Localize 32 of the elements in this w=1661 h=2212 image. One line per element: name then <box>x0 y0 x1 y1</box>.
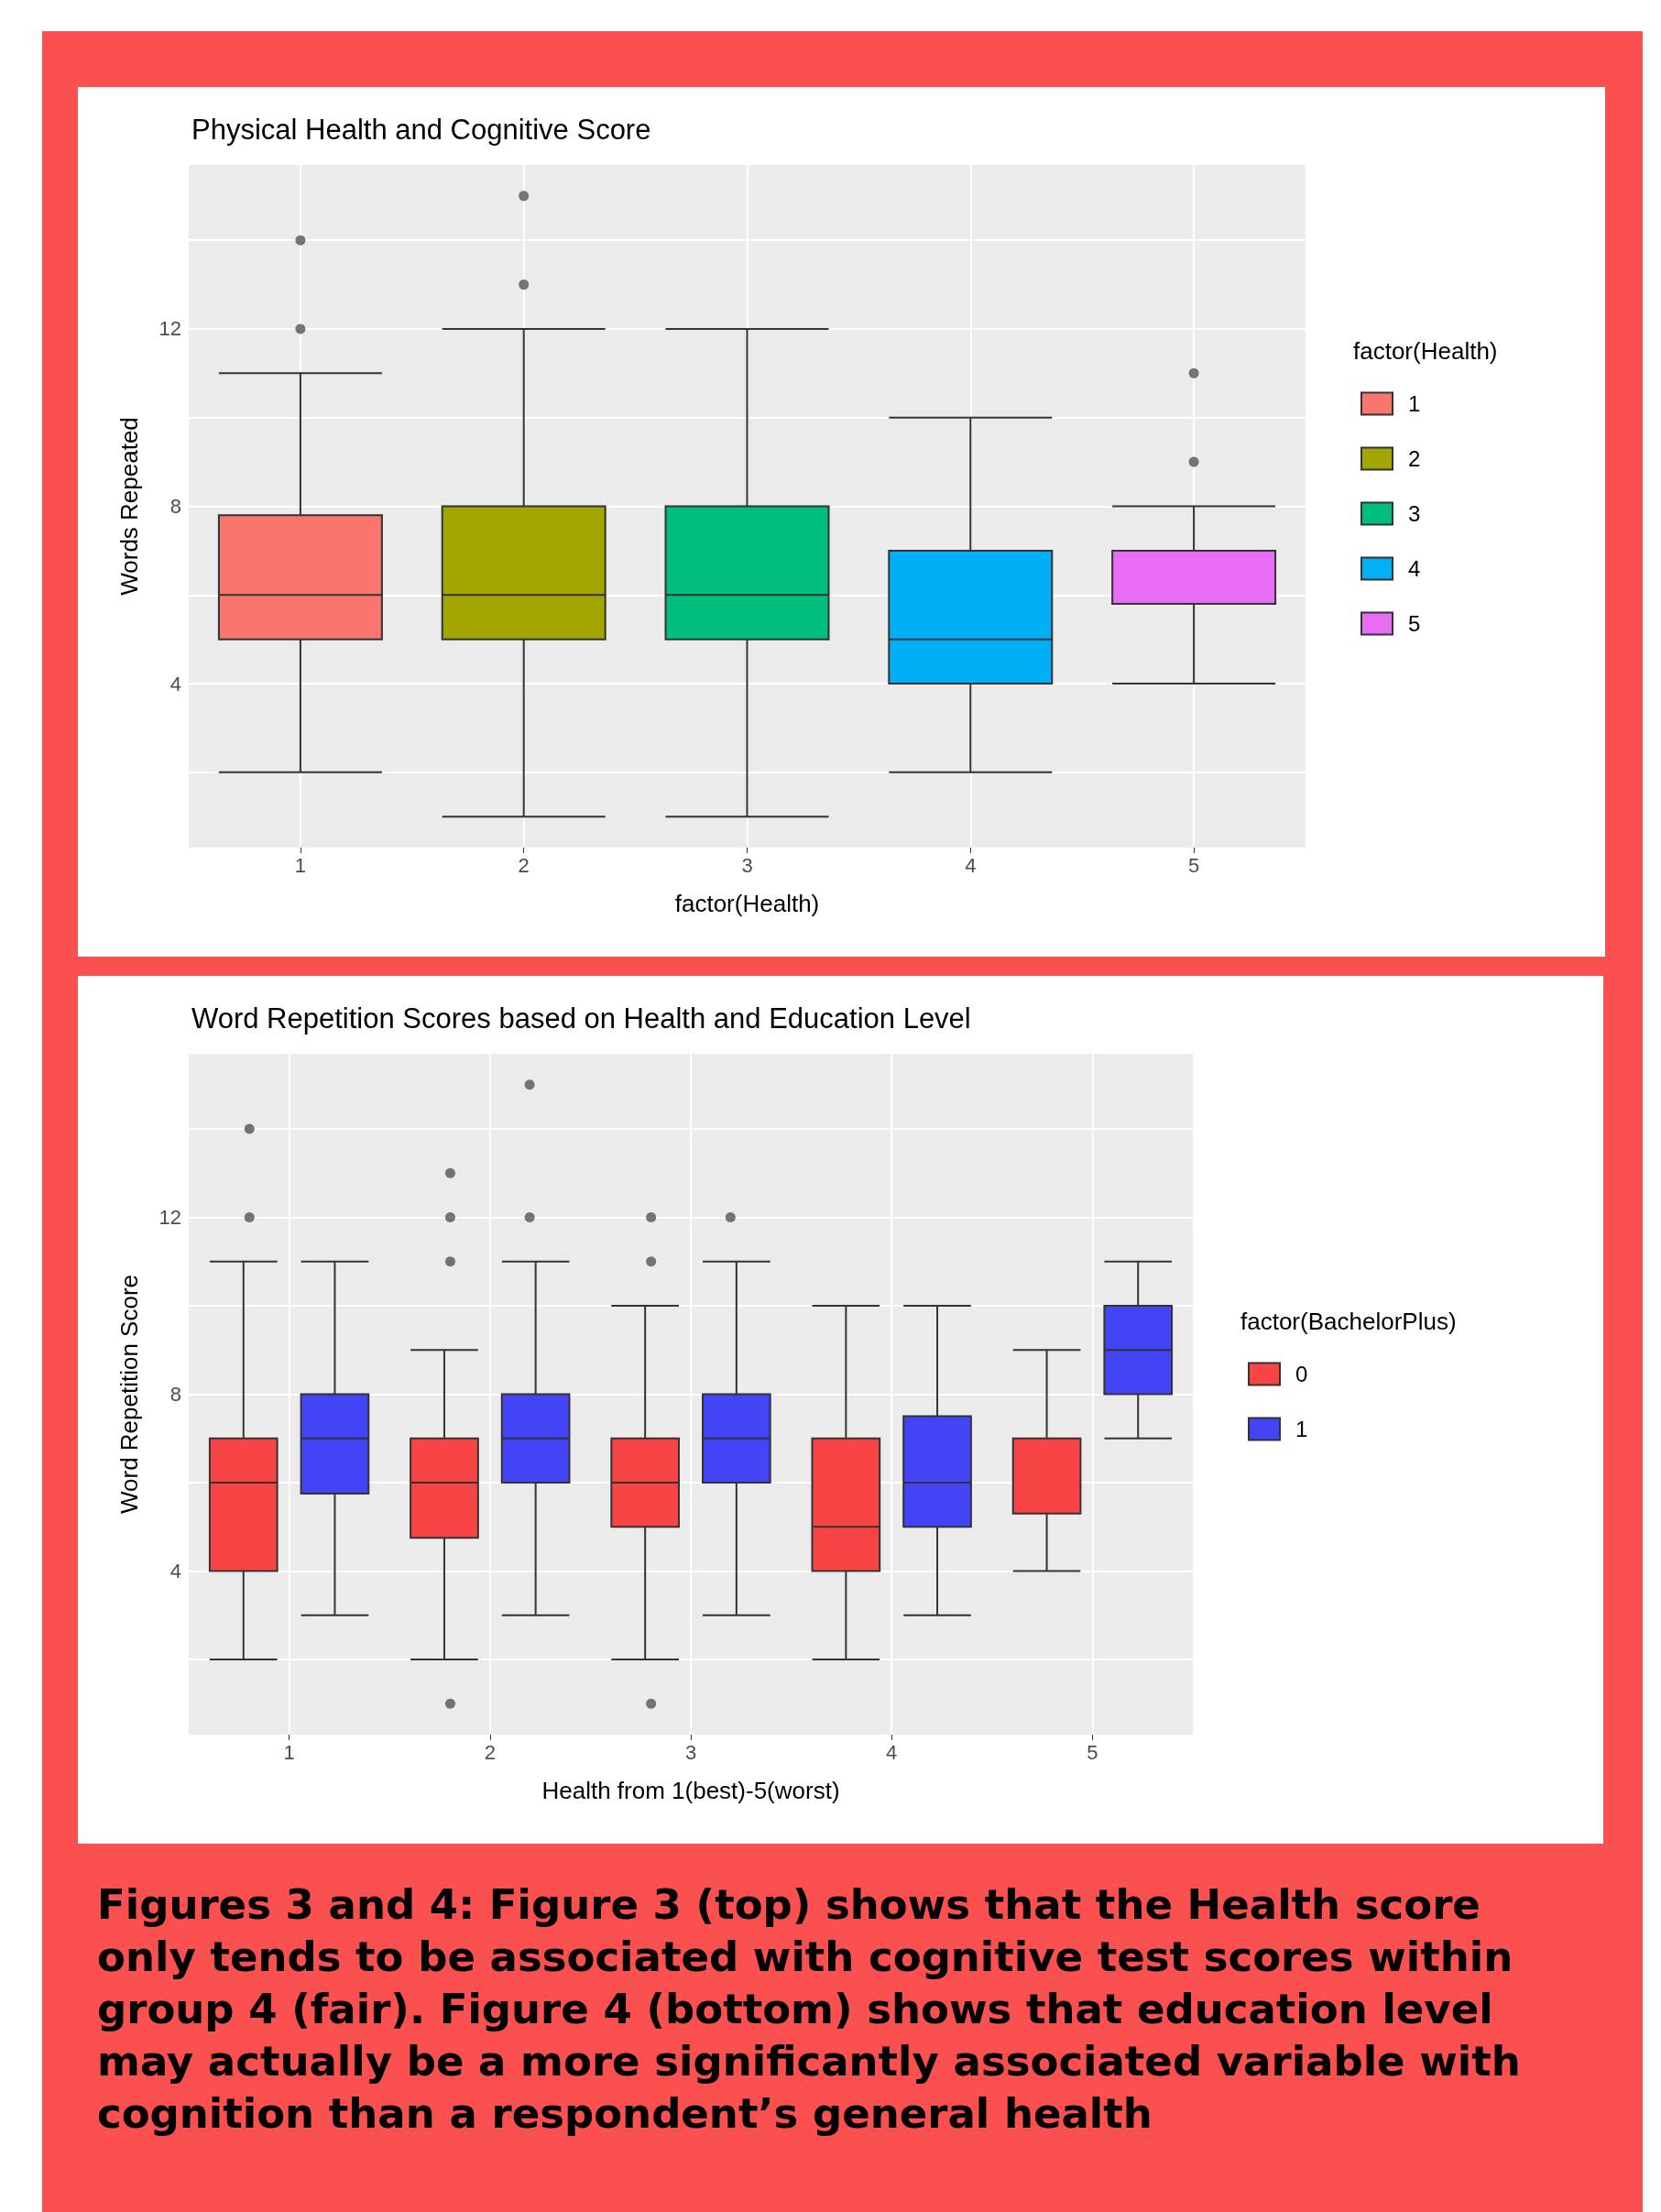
y-tick-label: 12 <box>158 1206 181 1230</box>
y-tick-label: 12 <box>158 317 181 341</box>
x-axis-title: Health from 1(best)-5(worst) <box>541 1777 840 1804</box>
legend-label: 2 <box>1408 446 1421 471</box>
chart-title: Word Repetition Scores based on Health and Education Level <box>191 1002 971 1035</box>
x-tick-label: 5 <box>1187 853 1200 877</box>
x-axis-title: factor(Health) <box>674 890 820 917</box>
x-tick-label: 4 <box>965 853 977 877</box>
legend-title: factor(BachelorPlus) <box>1240 1307 1457 1335</box>
x-tick-label: 4 <box>886 1740 898 1764</box>
legend-title: factor(Health) <box>1353 336 1498 365</box>
legend-label: 3 <box>1408 501 1421 526</box>
x-tick-label: 5 <box>1087 1740 1098 1764</box>
y-axis-title: Word Repetition Score <box>115 1274 143 1515</box>
x-tick-label: 1 <box>294 853 307 877</box>
x-tick-label: 3 <box>684 1740 697 1764</box>
y-axis-title: Words Repeated <box>115 417 143 596</box>
legend-label: 0 <box>1295 1362 1308 1386</box>
chart-title: Physical Health and Cognitive Score <box>191 114 651 146</box>
y-tick-label: 8 <box>169 1383 181 1406</box>
x-tick-label: 2 <box>484 1740 496 1764</box>
legend-label: 1 <box>1408 391 1421 416</box>
y-tick-label: 8 <box>169 495 181 518</box>
y-tick-label: 4 <box>169 672 181 695</box>
x-tick-label: 2 <box>518 853 530 877</box>
x-tick-label: 3 <box>741 853 753 877</box>
x-tick-label: 1 <box>283 1740 295 1764</box>
y-tick-label: 4 <box>169 1559 181 1582</box>
legend-label: 1 <box>1295 1417 1308 1441</box>
legend-label: 4 <box>1408 556 1421 581</box>
text: Figures 3 and 4: Figure 3 (top) shows that the Health score only tends to be associated with cognitive test scores within group 4 (fair). Figure 4 (bottom) shows that education level may actually be a more significantly associated variable with cognition than a respondent’s general health <box>97 1879 1522 2140</box>
legend-label: 5 <box>1408 611 1421 636</box>
